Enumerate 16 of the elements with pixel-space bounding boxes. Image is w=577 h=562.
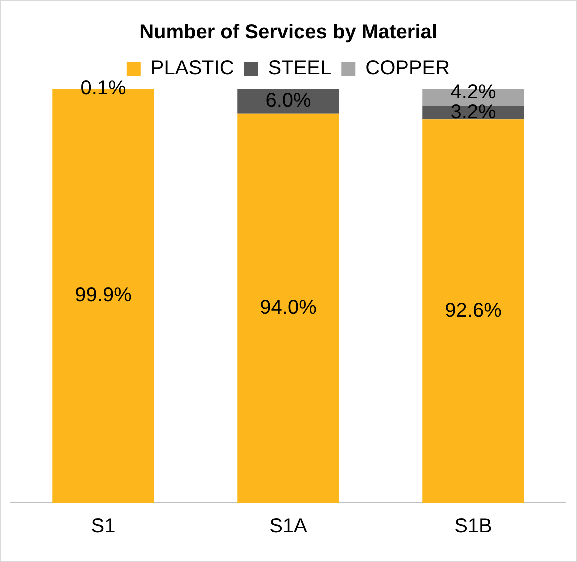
data-label: 92.6% <box>445 300 502 322</box>
legend-label: PLASTIC <box>150 58 234 80</box>
bar <box>238 89 340 114</box>
x-tick-label: S1 <box>91 516 116 538</box>
legend-label: COPPER <box>366 58 450 80</box>
bar <box>238 114 340 503</box>
data-label: 3.2% <box>450 102 497 124</box>
x-tick-label: S1A <box>270 516 308 538</box>
data-label: 4.2% <box>450 82 497 104</box>
data-label: 99.9% <box>75 284 132 307</box>
x-tick-label: S1B <box>454 516 492 538</box>
chart-title: Number of Services by Material <box>140 22 438 44</box>
legend-label: STEEL <box>268 58 332 80</box>
bar <box>422 120 524 503</box>
data-label: 6.0% <box>266 90 312 112</box>
data-label: 94.0% <box>260 296 318 319</box>
